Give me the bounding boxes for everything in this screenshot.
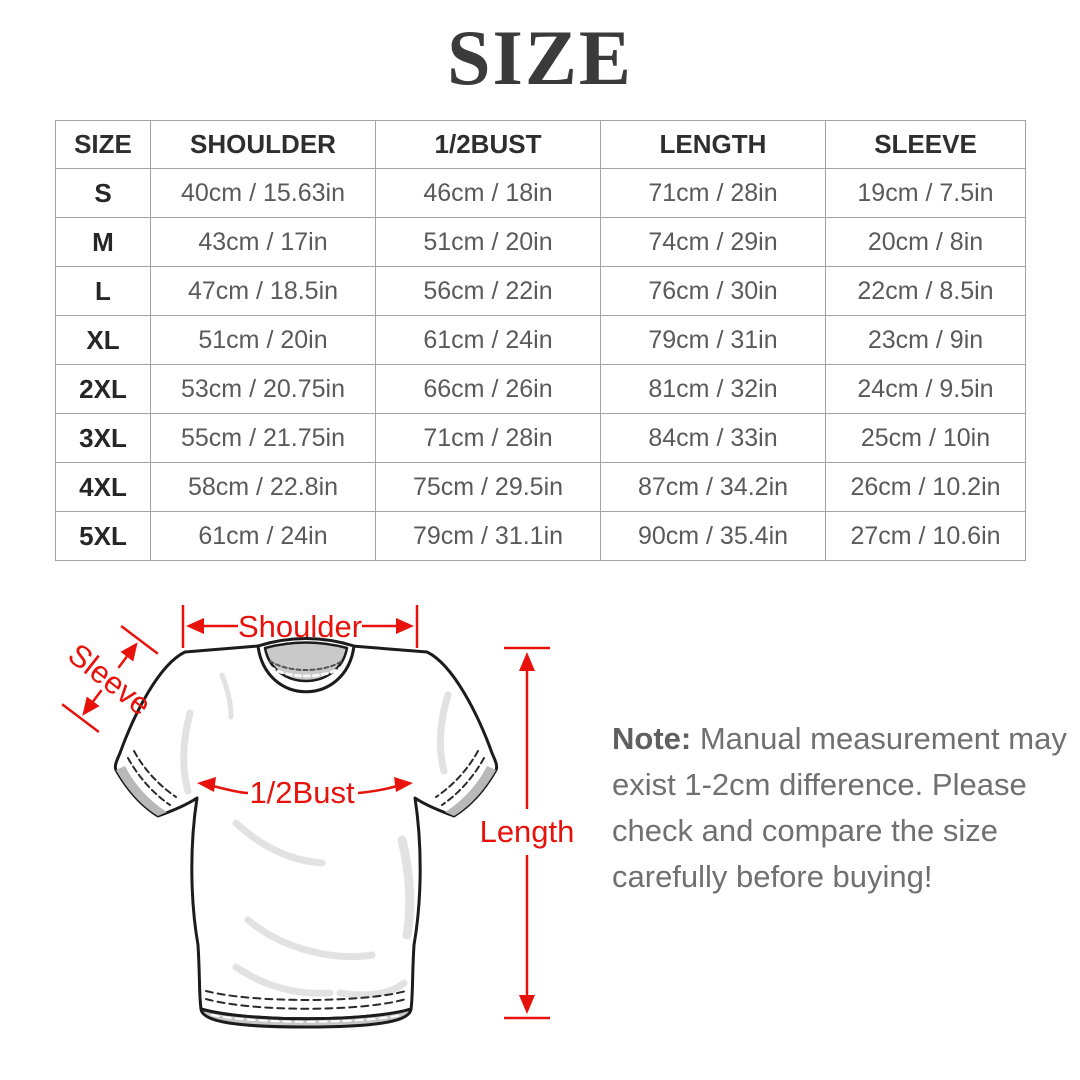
measurement-cell: 20cm / 8in bbox=[825, 217, 1026, 267]
measurement-cell: 19cm / 7.5in bbox=[825, 168, 1026, 218]
hem-band bbox=[199, 1007, 413, 1029]
tshirt-illustration bbox=[113, 637, 499, 1029]
length-label: Length bbox=[480, 814, 575, 849]
measurement-cell: 81cm / 32in bbox=[600, 364, 826, 414]
measurement-cell: 26cm / 10.2in bbox=[825, 462, 1026, 512]
size-cell: L bbox=[55, 266, 151, 316]
measurement-cell: 24cm / 9.5in bbox=[825, 364, 1026, 414]
measurement-cell: 25cm / 10in bbox=[825, 413, 1026, 463]
size-table-body: S 40cm / 15.63in 46cm / 18in 71cm / 28in 19c… bbox=[55, 168, 1026, 561]
measurement-cell: 90cm / 35.4in bbox=[600, 511, 826, 561]
measurement-cell: 40cm / 15.63in bbox=[150, 168, 376, 218]
measurement-cell: 47cm / 18.5in bbox=[150, 266, 376, 316]
measurement-cell: 74cm / 29in bbox=[600, 217, 826, 267]
table-row: M 43cm / 17in 51cm / 20in 74cm / 29in 20cm /… bbox=[55, 217, 1026, 267]
measurement-cell: 27cm / 10.6in bbox=[825, 511, 1026, 561]
shoulder-label: Shoulder bbox=[238, 609, 362, 644]
shoulder-arrow: Shoulder bbox=[181, 605, 419, 648]
column-header: SLEEVE bbox=[825, 120, 1026, 169]
collar-stitching bbox=[268, 660, 344, 678]
note-label: Note: bbox=[612, 721, 692, 756]
wrinkle-lines bbox=[180, 672, 452, 999]
note-line: exist 1-2cm difference. Please bbox=[612, 767, 1027, 802]
size-cell: 5XL bbox=[55, 511, 151, 561]
measurement-cell: 87cm / 34.2in bbox=[600, 462, 826, 512]
measurement-cell: 71cm / 28in bbox=[375, 413, 601, 463]
measurement-cell: 79cm / 31in bbox=[600, 315, 826, 365]
table-row: 3XL 55cm / 21.75in 71cm / 28in 84cm / 33in 2… bbox=[55, 413, 1026, 463]
size-cell: 4XL bbox=[55, 462, 151, 512]
table-row: 5XL 61cm / 24in 79cm / 31.1in 90cm / 35.4in… bbox=[55, 511, 1026, 561]
measurement-cell: 51cm / 20in bbox=[375, 217, 601, 267]
note-line: carefully before buying! bbox=[612, 859, 933, 894]
size-cell: 2XL bbox=[55, 364, 151, 414]
measurement-cell: 53cm / 20.75in bbox=[150, 364, 376, 414]
table-row: XL 51cm / 20in 61cm / 24in 79cm / 31in 23cm … bbox=[55, 315, 1026, 365]
sleeve-label: Sleeve bbox=[62, 636, 158, 722]
half-bust-label: 1/2Bust bbox=[249, 775, 355, 810]
cuff-stitching bbox=[127, 750, 485, 806]
page-title: SIZE bbox=[447, 14, 633, 101]
measurement-cell: 66cm / 26in bbox=[375, 364, 601, 414]
table-row: 2XL 53cm / 20.75in 66cm / 26in 81cm / 32in 2… bbox=[55, 364, 1026, 414]
measurement-cell: 22cm / 8.5in bbox=[825, 266, 1026, 316]
size-cell: 3XL bbox=[55, 413, 151, 463]
note-line: check and compare the size bbox=[612, 813, 998, 848]
column-header: SHOULDER bbox=[150, 120, 376, 169]
left-cuff bbox=[116, 766, 167, 816]
measurement-cell: 71cm / 28in bbox=[600, 168, 826, 218]
size-table-header: SIZE SHOULDER 1/2BUST LENGTH SLEEVE bbox=[55, 120, 1026, 169]
measurement-cell: 75cm / 29.5in bbox=[375, 462, 601, 512]
column-header: SIZE bbox=[55, 120, 151, 169]
measurement-cell: 61cm / 24in bbox=[375, 315, 601, 365]
note-line: Note: Manual measurement may bbox=[612, 721, 1067, 756]
table-row: 4XL 58cm / 22.8in 75cm / 29.5in 87cm / 34.2… bbox=[55, 462, 1026, 512]
measurement-cell: 61cm / 24in bbox=[150, 511, 376, 561]
table-row: S 40cm / 15.63in 46cm / 18in 71cm / 28in 19c… bbox=[55, 168, 1026, 218]
measurement-cell: 51cm / 20in bbox=[150, 315, 376, 365]
measurement-cell: 58cm / 22.8in bbox=[150, 462, 376, 512]
note-text: Note: Manual measurement may exist 1-2cm… bbox=[612, 716, 1067, 900]
tshirt-body bbox=[113, 644, 499, 1021]
hem-stitching bbox=[205, 990, 407, 1023]
measurement-cell: 76cm / 30in bbox=[600, 266, 826, 316]
size-cell: XL bbox=[55, 315, 151, 365]
right-cuff bbox=[445, 766, 496, 816]
size-table: SIZE SHOULDER 1/2BUST LENGTH SLEEVE S 40cm / … bbox=[55, 120, 1026, 561]
size-cell: M bbox=[55, 217, 151, 267]
measurement-cell: 55cm / 21.75in bbox=[150, 413, 376, 463]
half-bust-arrow: 1/2Bust bbox=[197, 775, 413, 810]
measurement-cell: 43cm / 17in bbox=[150, 217, 376, 267]
measurement-cell: 46cm / 18in bbox=[375, 168, 601, 218]
column-header: LENGTH bbox=[600, 120, 826, 169]
measurement-cell: 23cm / 9in bbox=[825, 315, 1026, 365]
column-header: 1/2BUST bbox=[375, 120, 601, 169]
size-cell: S bbox=[55, 168, 151, 218]
length-arrow: Length bbox=[480, 646, 575, 1020]
measurement-cell: 84cm / 33in bbox=[600, 413, 826, 463]
measurement-cell: 79cm / 31.1in bbox=[375, 511, 601, 561]
tshirt-measurement-diagram: Shoulder Sleeve 1/2Bust bbox=[61, 605, 575, 1029]
table-row: L 47cm / 18.5in 56cm / 22in 76cm / 30in 22cm… bbox=[55, 266, 1026, 316]
measurement-cell: 56cm / 22in bbox=[375, 266, 601, 316]
